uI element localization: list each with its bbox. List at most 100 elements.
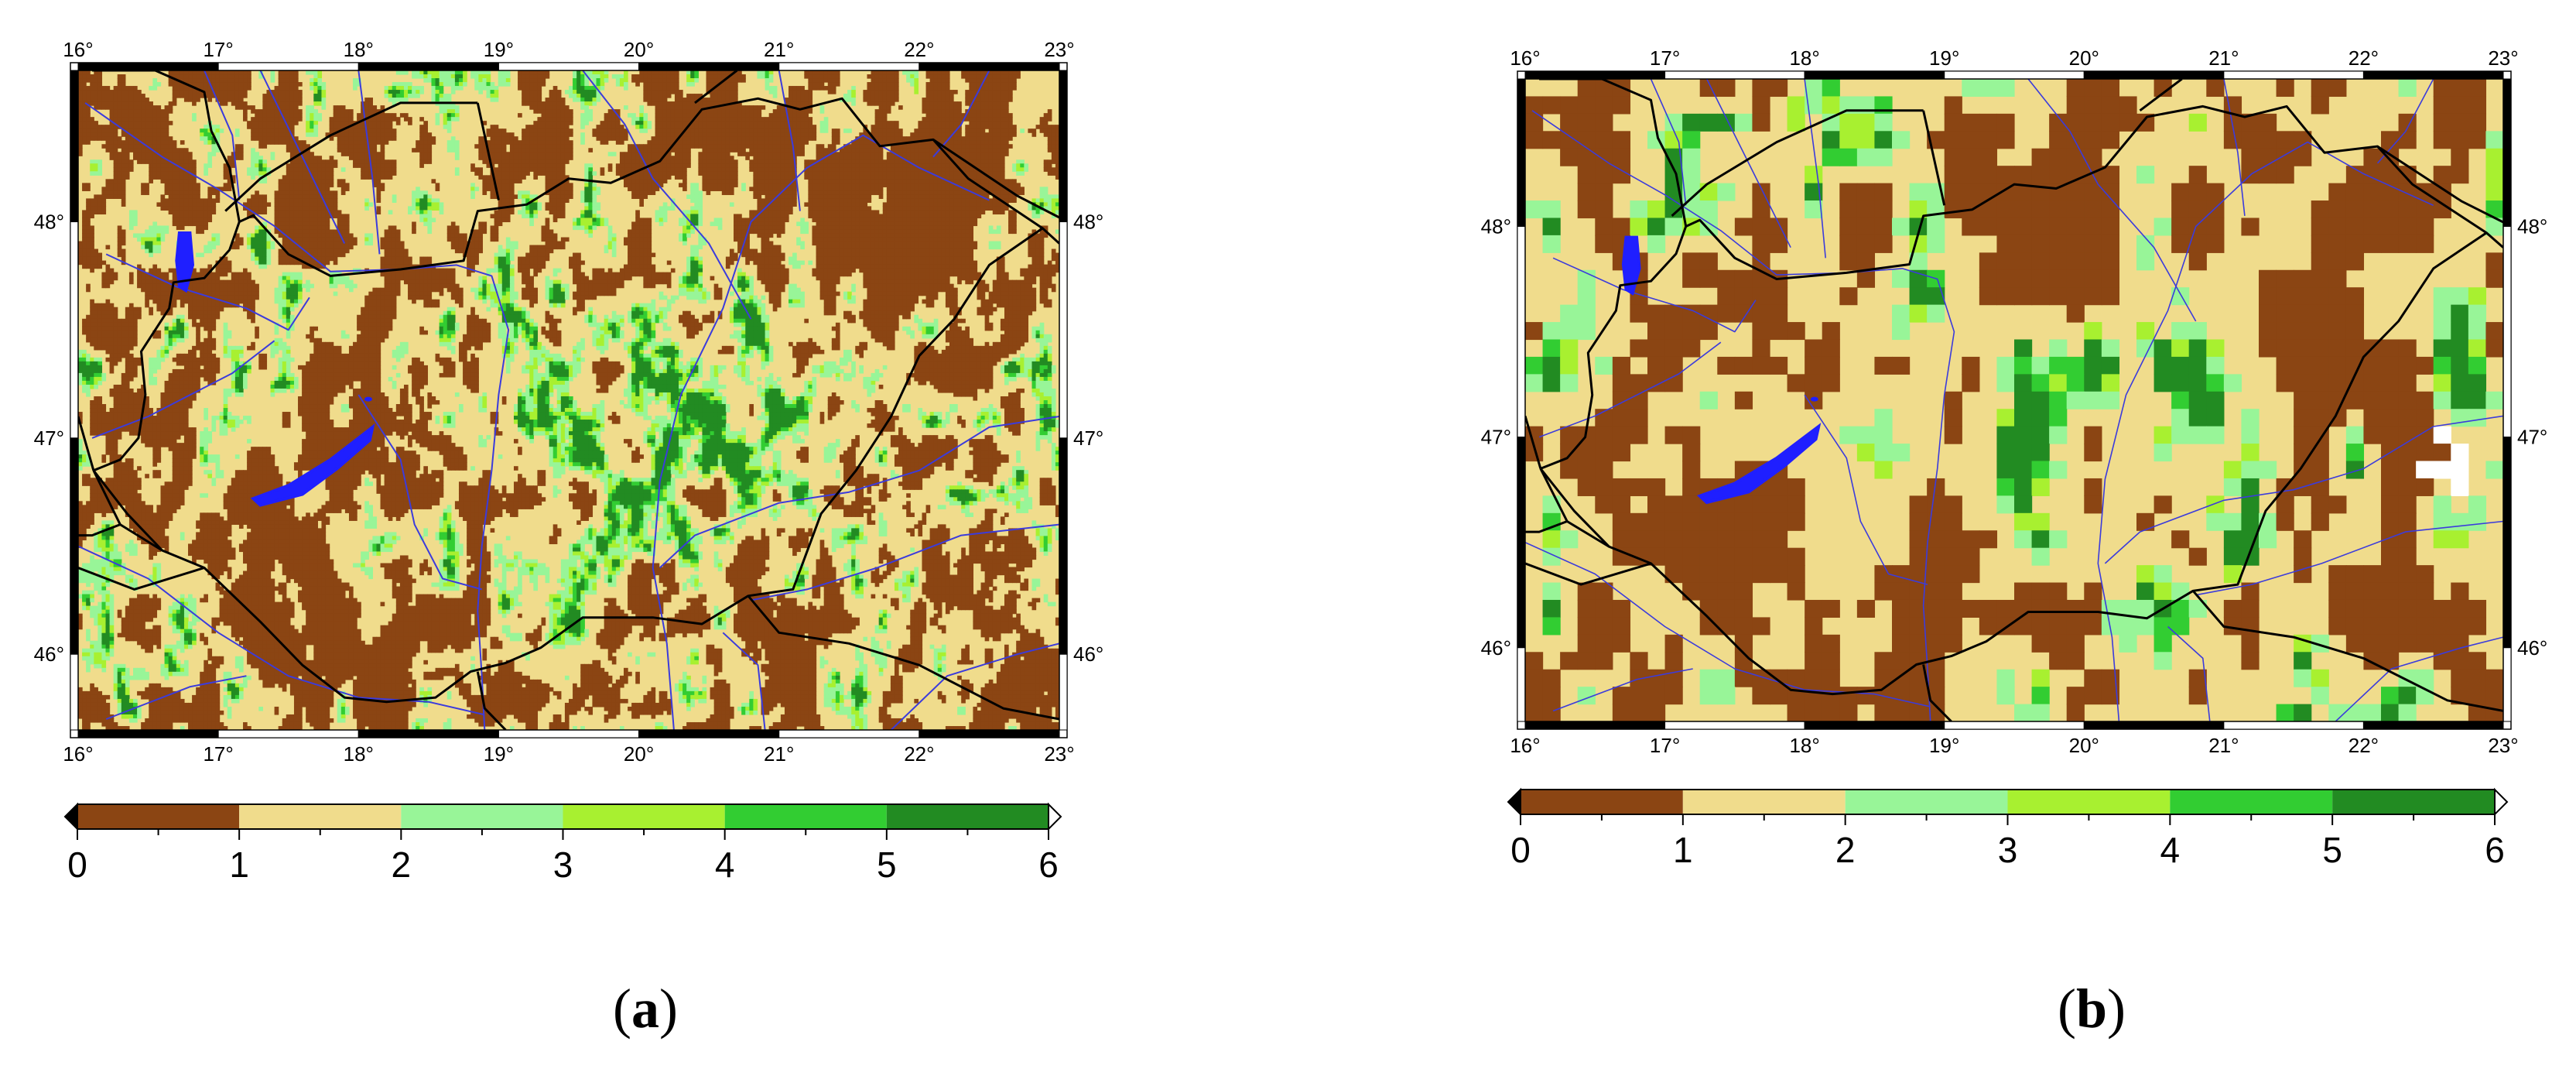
land-cell bbox=[675, 113, 679, 118]
land-cell bbox=[423, 121, 428, 125]
land-cell bbox=[938, 94, 942, 98]
land-cell bbox=[255, 113, 259, 118]
land-cell bbox=[855, 156, 860, 160]
land-cell bbox=[361, 156, 365, 160]
land-cell bbox=[730, 86, 734, 91]
land-cell bbox=[451, 109, 456, 114]
land-cell bbox=[792, 113, 797, 118]
land-cell bbox=[785, 156, 789, 160]
land-cell bbox=[145, 113, 149, 118]
land-cell bbox=[255, 167, 259, 172]
land-cell bbox=[652, 101, 656, 106]
land-cell bbox=[546, 121, 550, 125]
land-cell bbox=[447, 117, 452, 122]
land-cell bbox=[78, 74, 83, 79]
land-cell bbox=[271, 156, 275, 160]
land-cell bbox=[675, 78, 679, 83]
land-cell bbox=[423, 144, 428, 149]
land-cell bbox=[522, 101, 526, 106]
land-cell bbox=[898, 136, 903, 141]
land-cell bbox=[997, 70, 1001, 75]
land-cell bbox=[537, 109, 542, 114]
land-cell bbox=[145, 183, 149, 187]
land-cell bbox=[262, 132, 267, 137]
land-cell bbox=[682, 113, 687, 118]
land-cell bbox=[938, 128, 942, 133]
land-cell bbox=[737, 152, 742, 156]
land-cell bbox=[227, 183, 232, 187]
land-cell bbox=[82, 132, 87, 137]
land-cell bbox=[867, 152, 871, 156]
land-cell bbox=[1052, 144, 1056, 149]
land-cell bbox=[431, 94, 436, 98]
land-cell bbox=[946, 74, 950, 79]
land-cell bbox=[381, 144, 385, 149]
land-cell bbox=[981, 98, 986, 102]
land-cell bbox=[145, 109, 149, 114]
land-cell bbox=[934, 167, 939, 172]
land-cell bbox=[502, 70, 507, 75]
land-cell bbox=[737, 136, 742, 141]
land-cell bbox=[396, 86, 401, 91]
land-cell bbox=[239, 74, 244, 79]
land-cell bbox=[529, 128, 534, 133]
land-cell bbox=[542, 78, 546, 83]
land-cell bbox=[891, 179, 895, 183]
land-cell bbox=[486, 70, 491, 75]
land-cell bbox=[628, 144, 632, 149]
land-cell bbox=[800, 125, 805, 129]
land-cell bbox=[97, 167, 102, 172]
land-cell bbox=[702, 136, 706, 141]
land-cell bbox=[502, 74, 507, 79]
land-cell bbox=[282, 78, 287, 83]
land-cell bbox=[635, 163, 640, 168]
land-cell bbox=[942, 187, 946, 191]
land-cell bbox=[624, 156, 628, 160]
land-cell bbox=[832, 183, 836, 187]
land-cell bbox=[330, 190, 334, 195]
land-cell bbox=[184, 70, 189, 75]
land-cell bbox=[895, 70, 899, 75]
land-cell bbox=[133, 152, 138, 156]
land-cell bbox=[255, 125, 259, 129]
land-cell bbox=[381, 128, 385, 133]
land-cell bbox=[133, 121, 138, 125]
land-cell bbox=[993, 152, 997, 156]
land-cell bbox=[474, 86, 479, 91]
land-cell bbox=[510, 156, 515, 160]
land-cell bbox=[588, 86, 593, 91]
land-cell bbox=[525, 144, 530, 149]
land-cell bbox=[176, 179, 181, 183]
land-cell bbox=[173, 175, 177, 180]
land-cell bbox=[765, 179, 770, 183]
land-cell bbox=[718, 86, 723, 91]
land-cell bbox=[910, 82, 915, 87]
land-cell bbox=[953, 144, 958, 149]
land-cell bbox=[597, 98, 601, 102]
land-cell bbox=[423, 159, 428, 164]
land-cell bbox=[169, 121, 173, 125]
land-cell bbox=[537, 78, 542, 83]
land-cell bbox=[118, 101, 122, 106]
land-cell bbox=[879, 117, 884, 122]
land-cell bbox=[97, 128, 102, 133]
land-cell bbox=[675, 152, 679, 156]
land-cell bbox=[781, 132, 785, 137]
land-cell bbox=[671, 113, 676, 118]
land-cell bbox=[643, 125, 648, 129]
land-cell bbox=[491, 140, 495, 145]
land-cell bbox=[557, 136, 562, 141]
land-cell bbox=[423, 70, 428, 75]
land-cell bbox=[176, 86, 181, 91]
land-cell bbox=[773, 90, 778, 94]
land-cell bbox=[251, 121, 255, 125]
land-cell bbox=[969, 74, 973, 79]
land-cell bbox=[129, 163, 134, 168]
land-cell bbox=[816, 183, 821, 187]
land-cell bbox=[989, 171, 994, 176]
land-cell bbox=[769, 78, 774, 83]
land-cell bbox=[930, 183, 935, 187]
land-cell bbox=[993, 125, 997, 129]
land-cell bbox=[498, 140, 503, 145]
land-cell bbox=[549, 175, 554, 180]
